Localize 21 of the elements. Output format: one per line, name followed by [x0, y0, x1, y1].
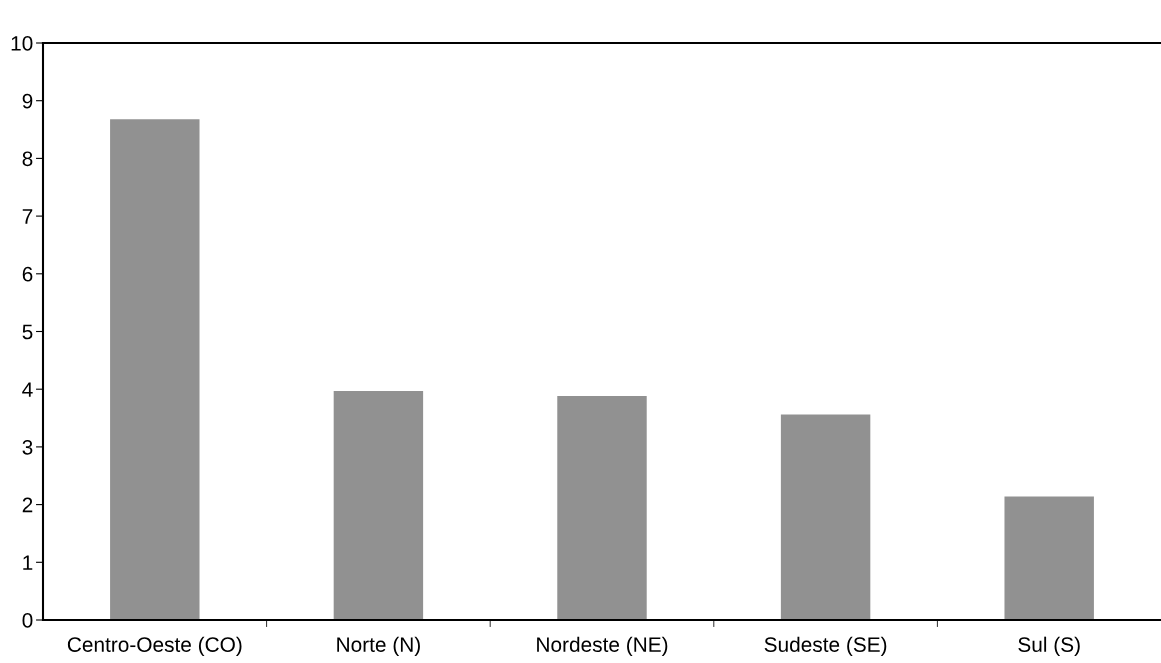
bar — [780, 414, 871, 620]
x-tick-label: Sudeste (SE) — [764, 636, 887, 657]
y-tick-label: 10 — [11, 36, 33, 51]
x-tick-label: Centro-Oeste (CO) — [67, 636, 242, 657]
x-tick-label: Nordeste (NE) — [537, 636, 668, 657]
y-tick-label: 9 — [22, 93, 33, 109]
y-tick-label: 6 — [22, 266, 33, 282]
bar — [1004, 496, 1094, 620]
y-tick-label: 8 — [22, 151, 33, 167]
y-tick-label: 5 — [22, 324, 33, 340]
y-tick-label: 1 — [23, 555, 33, 570]
x-tick-label: Norte (N) — [337, 636, 420, 657]
bar — [333, 390, 424, 620]
y-tick-label: 7 — [22, 209, 33, 224]
y-tick-label: 2 — [22, 497, 33, 513]
bar — [557, 396, 647, 620]
x-tick-label: Sul (S) — [1018, 636, 1080, 657]
y-tick-label: 0 — [22, 613, 33, 628]
y-tick-label: 3 — [22, 439, 33, 455]
y-tick-label: 4 — [22, 382, 33, 397]
bar — [110, 119, 200, 620]
